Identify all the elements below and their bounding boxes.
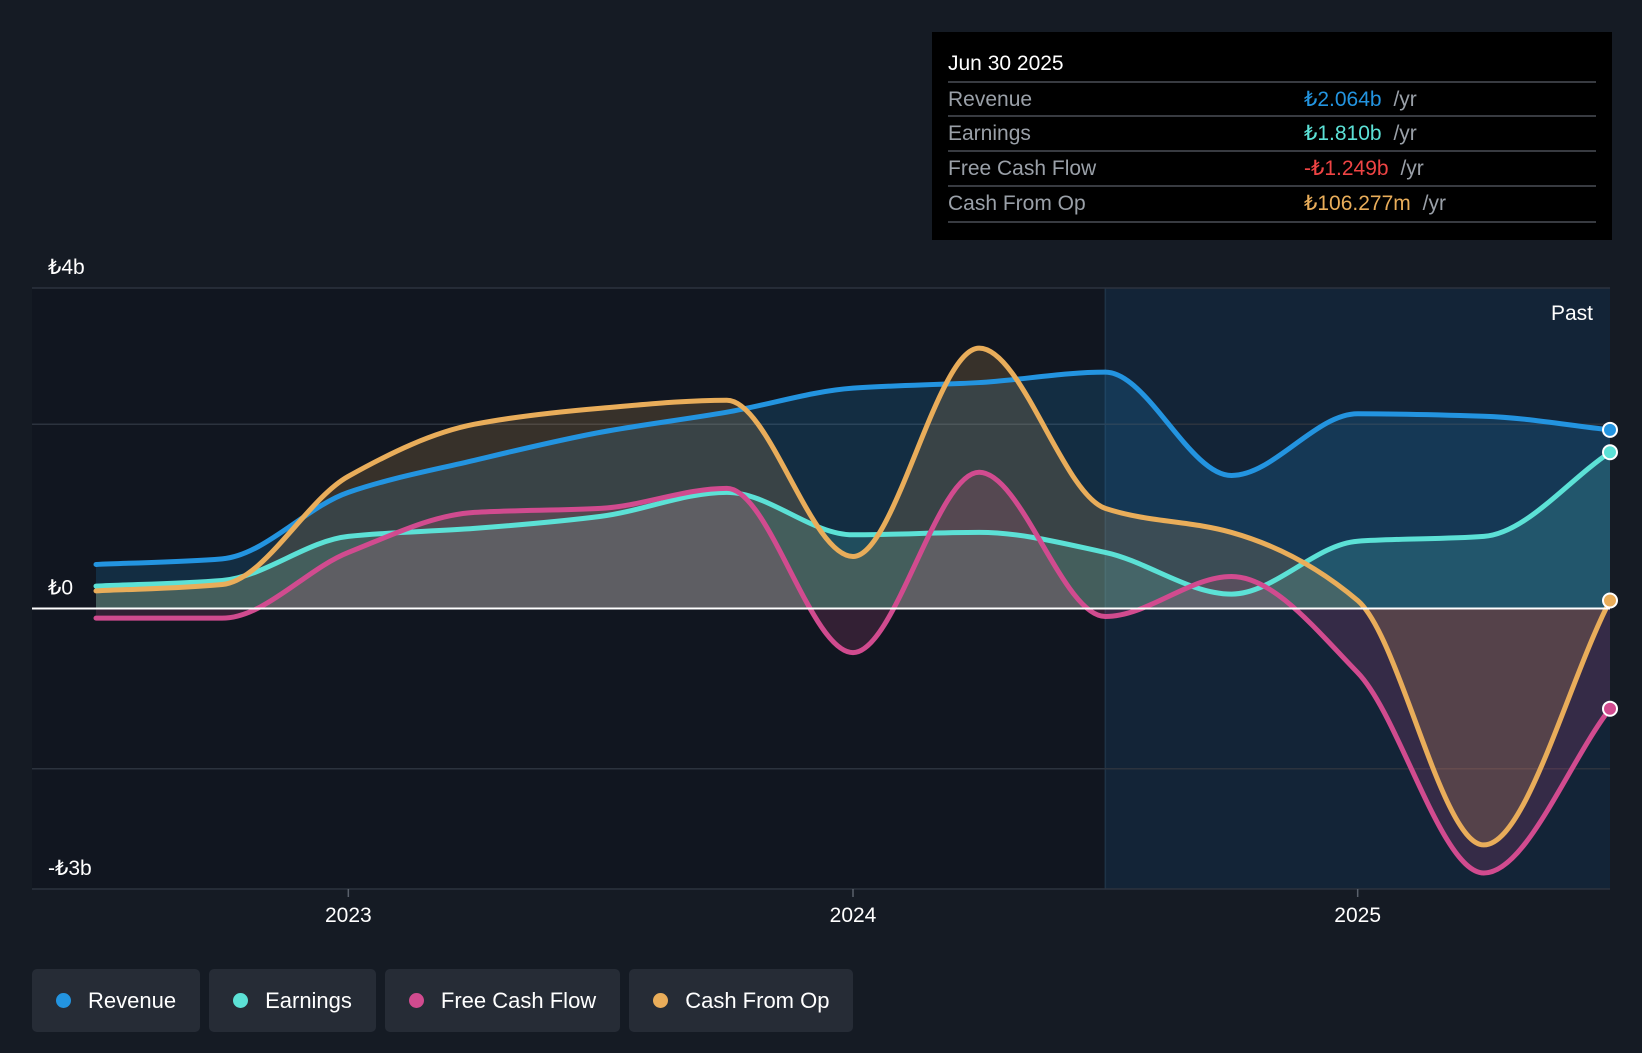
line-revenue — [93, 369, 1613, 567]
area-layer — [96, 348, 1610, 873]
area-cash-from-op — [96, 348, 1610, 845]
endpoint-cash-from-op — [1602, 592, 1618, 609]
legend-item-cash-from-op[interactable]: Cash From Op — [629, 969, 854, 1032]
past-label: Past — [1551, 302, 1593, 325]
tooltip-fcf-unit: /yr — [1400, 157, 1423, 180]
x-tick-label: 2024 — [830, 904, 877, 927]
legend-label-revenue: Revenue — [88, 987, 177, 1013]
axis-layer: ₺4b ₺0 -₺3b 2023 2024 2025 — [32, 256, 1610, 927]
tooltip-fcf-amount: -₺1.249b — [1304, 157, 1389, 180]
tooltip-row-revenue-label: Revenue — [948, 88, 1032, 111]
tooltip-row-revenue-value: ₺2.064b /yr — [1304, 88, 1417, 111]
y-tick-label: ₺4b — [48, 256, 85, 279]
tooltip-earnings-amount: ₺1.810b — [1304, 122, 1382, 145]
tooltip-row-earnings-value: ₺1.810b /yr — [1304, 122, 1417, 145]
legend-item-earnings[interactable]: Earnings — [209, 969, 376, 1032]
legend-dot-earnings — [233, 993, 249, 1008]
tooltip-cfo-amount: ₺106.277m — [1304, 192, 1411, 215]
tooltip-row-cfo-label: Cash From Op — [948, 192, 1086, 215]
legend: Revenue Earnings Free Cash Flow Cash Fro… — [32, 969, 854, 1032]
y-tick-label: -₺3b — [48, 857, 92, 880]
x-tick-label: 2025 — [1334, 904, 1381, 927]
y-tick-label: ₺0 — [48, 577, 73, 600]
legend-item-revenue[interactable]: Revenue — [32, 969, 201, 1032]
line-earnings — [93, 449, 1613, 597]
endpoint-revenue — [1602, 421, 1618, 438]
endpoint-free-cash-flow — [1602, 700, 1618, 717]
area-revenue — [96, 372, 1610, 609]
legend-dot-cash-from-op — [653, 993, 669, 1008]
tooltip-earnings-unit: /yr — [1393, 122, 1416, 145]
line-cash-from-op — [93, 345, 1613, 848]
tooltip-row-fcf-label: Free Cash Flow — [948, 157, 1097, 180]
line-layer — [93, 345, 1613, 876]
legend-dot-revenue — [56, 993, 71, 1008]
tooltip-box — [932, 32, 1612, 240]
legend-label-earnings: Earnings — [265, 987, 352, 1013]
marker-layer — [1602, 421, 1618, 717]
legend-label-free-cash-flow: Free Cash Flow — [440, 987, 597, 1013]
tooltip-row-fcf-value: -₺1.249b /yr — [1304, 157, 1424, 180]
legend-dot-free-cash-flow — [408, 993, 424, 1008]
endpoint-earnings — [1602, 444, 1618, 461]
tooltip-row-earnings-label: Earnings — [948, 122, 1031, 145]
x-tick-label: 2023 — [325, 904, 372, 927]
tooltip-revenue-unit: /yr — [1393, 88, 1416, 111]
grid-layer — [32, 287, 1610, 890]
tooltip: Jun 30 2025 Revenue ₺2.064b /yr Earnings… — [932, 32, 1612, 240]
tooltip-date: Jun 30 2025 — [948, 52, 1064, 75]
legend-item-free-cash-flow[interactable]: Free Cash Flow — [384, 969, 621, 1032]
tooltip-revenue-amount: ₺2.064b — [1304, 88, 1382, 111]
area-earnings — [96, 452, 1610, 609]
tooltip-row-cfo-value: ₺106.277m /yr — [1304, 192, 1446, 215]
background-layer — [32, 288, 1610, 889]
area-free-cash-flow — [96, 472, 1610, 873]
legend-label-cash-from-op: Cash From Op — [685, 987, 830, 1013]
tooltip-cfo-unit: /yr — [1423, 192, 1446, 215]
line-free-cash-flow — [93, 469, 1613, 876]
